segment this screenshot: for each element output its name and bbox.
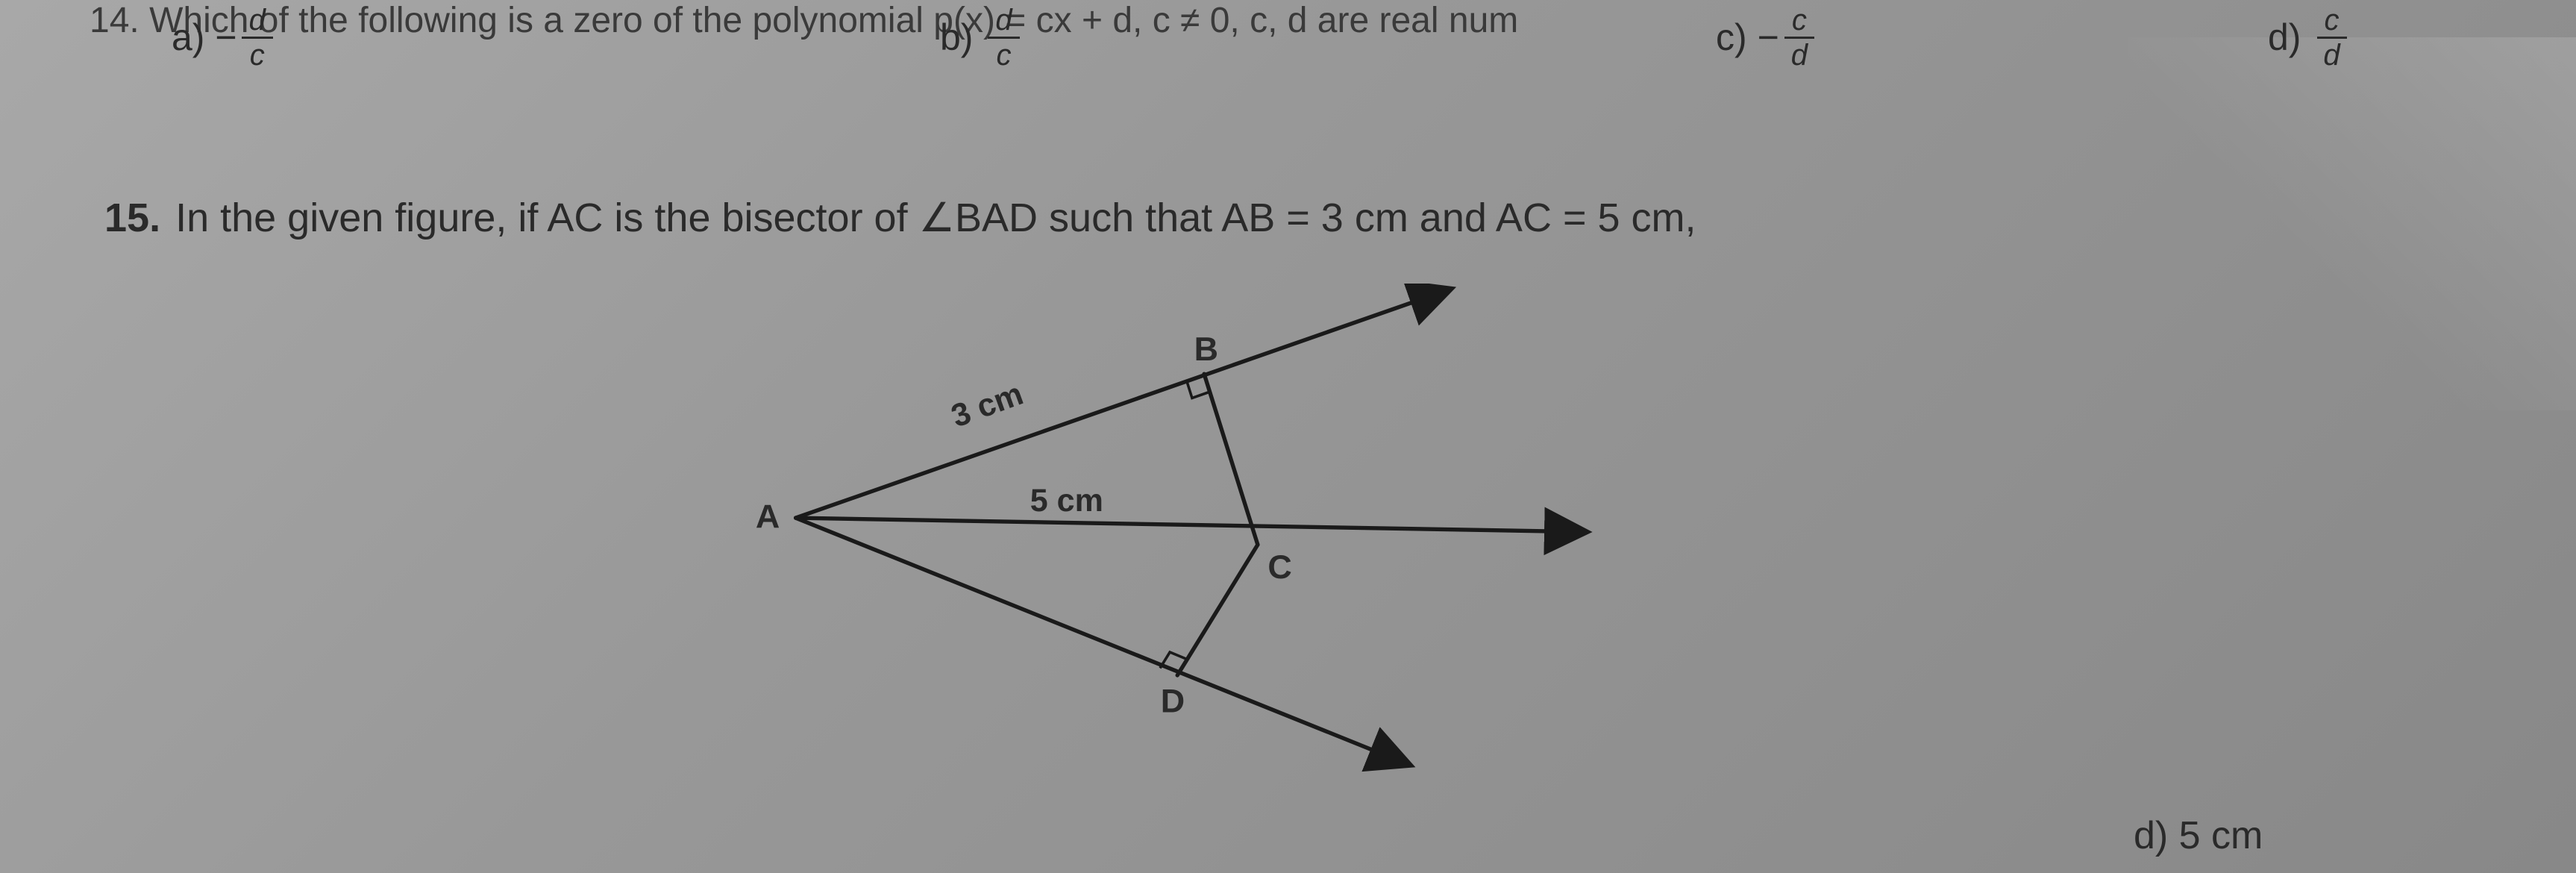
neg-sign: − <box>215 16 236 59</box>
fraction: c d <box>2316 5 2347 70</box>
page-scan: 14. Which of the following is a zero of … <box>0 0 2576 873</box>
denominator: c <box>242 39 272 70</box>
q15-option-d-fragment: d) 5 cm <box>2134 813 2263 858</box>
q15-body: In the given figure, if AC is the bisect… <box>175 195 1696 240</box>
svg-text:5 cm: 5 cm <box>1030 483 1103 519</box>
svg-text:D: D <box>1161 681 1185 719</box>
geometry-figure: A B C D 3 cm 5 cm <box>634 284 1828 806</box>
q15-number: 15. <box>104 195 160 240</box>
fraction: c d <box>1784 5 1815 70</box>
q14-option-d: d) c d <box>2268 5 2351 70</box>
q14-option-c: c) − c d <box>1716 5 1818 70</box>
q15-text-line: 15. In the given figure, if AC is the bis… <box>104 194 1696 241</box>
numerator: d <box>242 5 273 39</box>
numerator: d <box>988 5 1019 39</box>
paper-fold-highlight <box>2128 37 2576 410</box>
q14-option-b: b) d c <box>940 5 1023 70</box>
numerator: c <box>2317 5 2347 39</box>
q14-prompt-fragment: 14. Which of the following is a zero of … <box>90 0 1518 41</box>
option-label: d) <box>2268 16 2301 59</box>
svg-text:3 cm: 3 cm <box>947 376 1028 435</box>
neg-sign: − <box>1758 16 1779 59</box>
denominator: d <box>2316 39 2347 70</box>
numerator: c <box>1784 5 1814 39</box>
option-label: b) <box>940 16 973 59</box>
fraction: d c <box>242 5 273 70</box>
svg-text:C: C <box>1267 548 1291 586</box>
option-label: c) <box>1716 16 1747 59</box>
denominator: c <box>989 39 1019 70</box>
svg-text:A: A <box>756 498 780 536</box>
figure-svg: A B C D 3 cm 5 cm <box>634 284 1828 806</box>
svg-text:B: B <box>1194 330 1218 368</box>
denominator: d <box>1784 39 1815 70</box>
q14-option-a: a) − d c <box>172 5 276 70</box>
option-label: a) <box>172 16 204 59</box>
fraction: d c <box>988 5 1019 70</box>
